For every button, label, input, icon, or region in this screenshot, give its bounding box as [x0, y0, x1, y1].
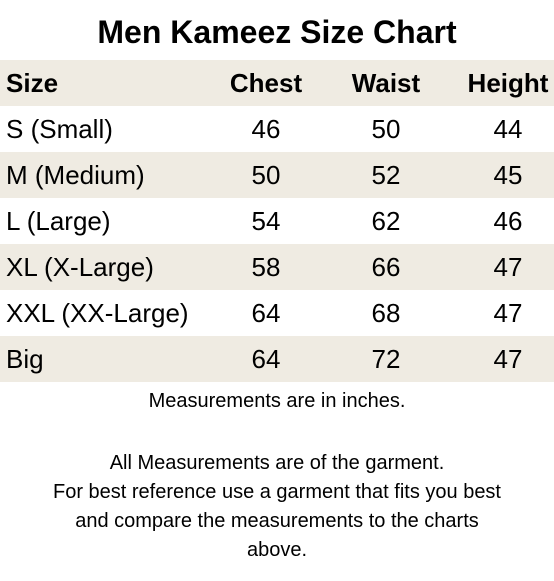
chest-cell: 46	[251, 114, 281, 144]
table-row: Big 64 72 47	[0, 336, 554, 382]
size-chart-table: Size Chest Waist Height S (Small) 46 50 …	[0, 60, 554, 382]
table-row: L (Large) 54 62 46	[0, 198, 554, 244]
table-row: XXL (XX-Large) 64 68 47	[0, 290, 554, 336]
chest-cell: 58	[251, 252, 281, 282]
column-header-waist: Waist	[351, 68, 421, 98]
waist-cell: 62	[371, 206, 401, 236]
table-row: XL (X-Large) 58 66 47	[0, 244, 554, 290]
size-cell: L (Large)	[6, 206, 111, 236]
chest-cell: 64	[251, 344, 281, 374]
column-header-chest: Chest	[229, 68, 303, 98]
waist-cell: 66	[371, 252, 401, 282]
chest-cell: 64	[251, 298, 281, 328]
size-cell: S (Small)	[6, 114, 113, 144]
height-cell: 47	[493, 298, 523, 328]
waist-cell: 50	[371, 114, 401, 144]
height-cell: 47	[493, 252, 523, 282]
instruction-line: For best reference use a garment that fi…	[52, 481, 501, 503]
waist-cell: 52	[371, 160, 401, 190]
size-cell: Big	[6, 344, 44, 374]
measurement-instructions: All Measurements are of the garment. For…	[0, 449, 554, 565]
size-cell: XXL (XX-Large)	[6, 298, 189, 328]
instruction-line: above.	[246, 539, 308, 561]
table-row: M (Medium) 50 52 45	[0, 152, 554, 198]
column-header-height: Height	[467, 68, 549, 98]
height-cell: 45	[493, 160, 523, 190]
height-cell: 46	[493, 206, 523, 236]
instruction-line: and compare the measurements to the char…	[75, 510, 479, 532]
chest-cell: 50	[251, 160, 281, 190]
table-row: S (Small) 46 50 44	[0, 106, 554, 152]
height-cell: 47	[493, 344, 523, 374]
chest-cell: 54	[251, 206, 281, 236]
waist-cell: 72	[371, 344, 401, 374]
height-cell: 44	[493, 114, 523, 144]
page-title: Men Kameez Size Chart	[97, 14, 457, 50]
units-note: Measurements are in inches.	[148, 390, 406, 412]
waist-cell: 68	[371, 298, 401, 328]
table-header-row: Size Chest Waist Height	[0, 60, 554, 106]
instruction-line: All Measurements are of the garment.	[109, 452, 445, 474]
column-header-size: Size	[6, 68, 59, 98]
size-cell: XL (X-Large)	[6, 252, 154, 282]
size-cell: M (Medium)	[6, 160, 145, 190]
